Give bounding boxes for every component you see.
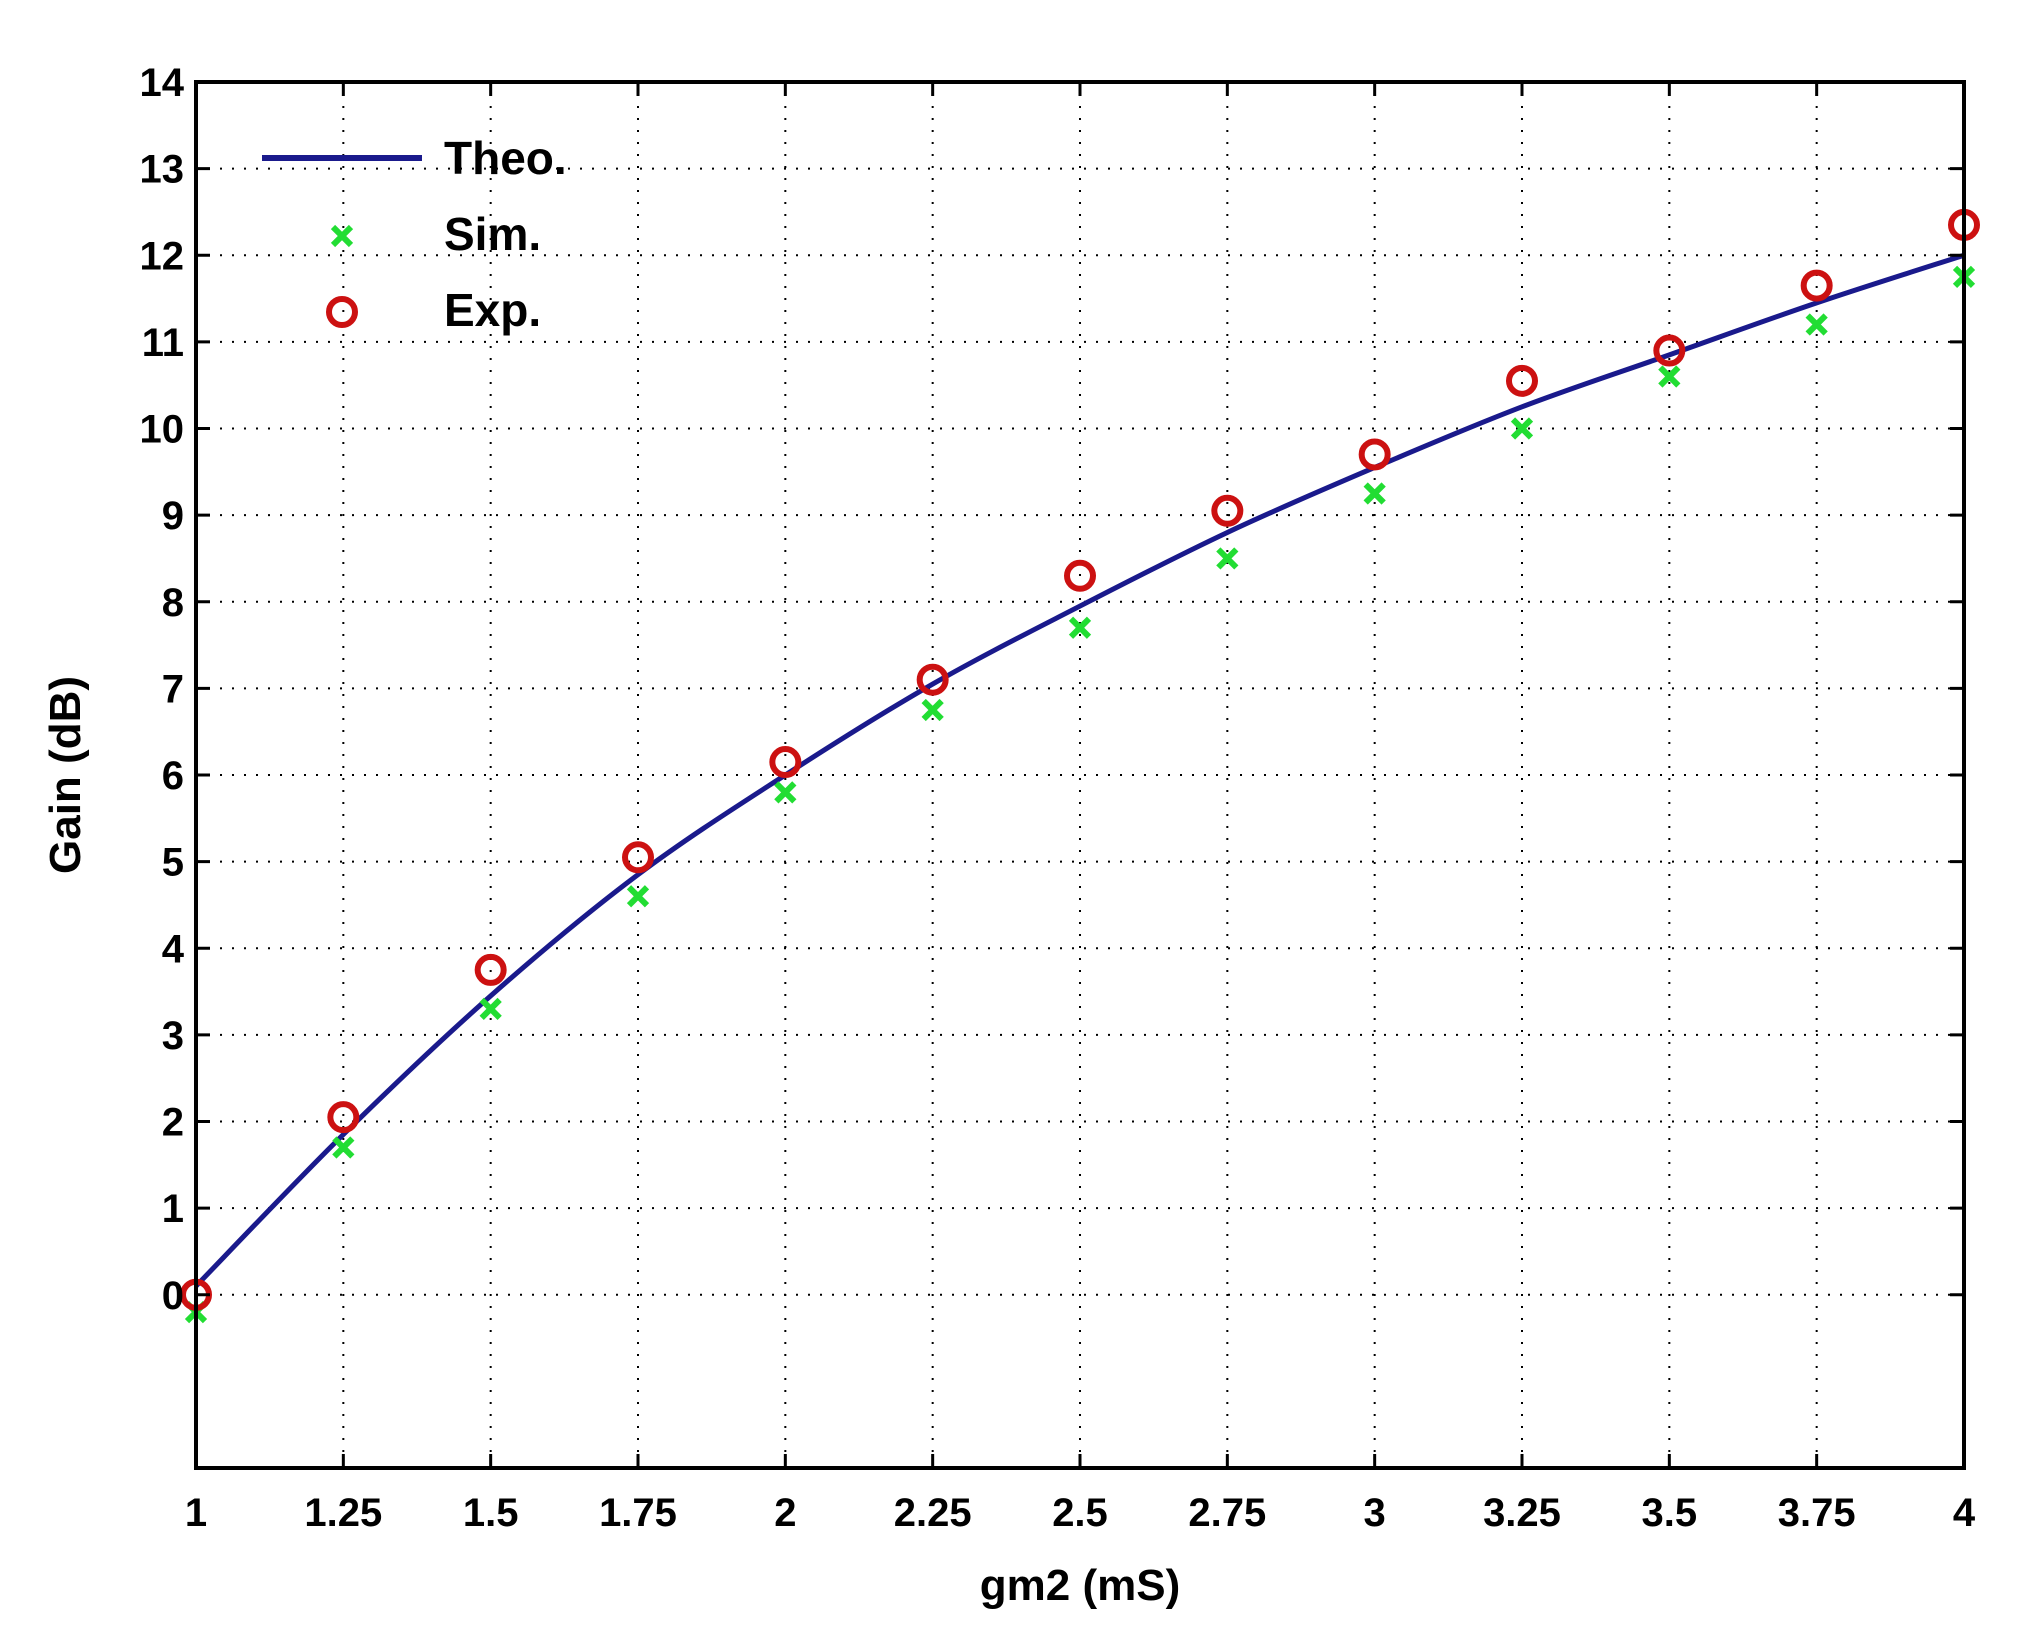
- legend-label: Theo.: [444, 132, 567, 184]
- y-tick-label: 2: [162, 1101, 184, 1145]
- sim-point: [332, 1136, 355, 1159]
- exp-point: [916, 663, 949, 696]
- x-tick-label: 3.75: [1778, 1491, 1856, 1535]
- legend-swatch-x: [330, 224, 354, 248]
- x-tick-label: 3.25: [1483, 1491, 1561, 1535]
- sim-point: [921, 698, 944, 722]
- y-tick-label: 5: [162, 841, 184, 885]
- x-tick-label: 2.75: [1188, 1491, 1266, 1535]
- sim-point: [1805, 313, 1828, 336]
- y-tick-label: 0: [162, 1274, 184, 1318]
- y-tick-label: 12: [140, 234, 185, 278]
- y-tick-label: 6: [162, 754, 184, 798]
- theo-line: [194, 252, 1965, 1288]
- x-tick-label: 2: [774, 1491, 796, 1535]
- sim-point: [626, 885, 650, 908]
- sim-point: [479, 997, 502, 1021]
- exp-point: [1653, 334, 1686, 367]
- exp-point: [622, 841, 654, 874]
- x-tick-label: 3.5: [1642, 1491, 1698, 1535]
- exp-point: [1800, 269, 1833, 302]
- y-tick-label: 13: [140, 148, 185, 192]
- exp-point: [474, 953, 507, 986]
- sim-point: [1510, 417, 1534, 440]
- series-theo: [194, 252, 1965, 1288]
- x-tick-label: 4: [1953, 1491, 1976, 1535]
- y-tick-label: 14: [140, 61, 185, 105]
- x-tick-label: 1.25: [304, 1491, 382, 1535]
- legend-label: Exp.: [444, 284, 541, 336]
- legend-label: Sim.: [444, 208, 541, 260]
- x-tick-label: 2.25: [894, 1491, 972, 1535]
- y-tick-label: 11: [142, 321, 184, 365]
- exp-point: [1064, 559, 1096, 592]
- x-tick-label: 1.5: [463, 1491, 519, 1535]
- ticks: 1 1.25 1.5 1.75 2 2.25 2.5 2.75 3 3.25 3.5 3.75 4012…: [140, 61, 1976, 1535]
- sim-point: [1216, 547, 1239, 570]
- y-tick-label: 8: [162, 581, 184, 625]
- plot-background: [196, 82, 1964, 1468]
- legend-entry: Sim.: [330, 208, 541, 260]
- x-tick-label: 3: [1364, 1491, 1386, 1535]
- exp-point: [327, 1101, 360, 1134]
- x-tick-label: 1: [185, 1491, 207, 1535]
- y-tick-label: 1: [162, 1187, 184, 1231]
- exp-point: [1358, 438, 1391, 471]
- sim-point: [774, 781, 797, 804]
- x-axis-label: gm2 (mS): [980, 1561, 1180, 1610]
- exp-point: [1506, 364, 1538, 397]
- legend: Theo. Sim. Exp.: [262, 132, 567, 336]
- x-tick-label: 1.75: [599, 1491, 677, 1535]
- legend-swatch-circle: [326, 296, 358, 328]
- y-axis-label: Gain (dB): [41, 676, 90, 874]
- sim-point: [1363, 482, 1386, 505]
- y-tick-label: 4: [162, 927, 185, 971]
- y-tick-label: 3: [162, 1014, 184, 1058]
- sim-point: [1658, 365, 1681, 388]
- exp-point: [769, 746, 802, 779]
- legend-entry: Exp.: [326, 284, 541, 336]
- sim-point: [1068, 616, 1092, 639]
- y-tick-label: 10: [140, 408, 185, 452]
- legend-entry: Theo.: [262, 132, 567, 184]
- exp-point: [1211, 494, 1244, 527]
- y-tick-label: 9: [162, 494, 184, 538]
- y-tick-label: 7: [162, 667, 184, 711]
- x-tick-label: 2.5: [1052, 1491, 1108, 1535]
